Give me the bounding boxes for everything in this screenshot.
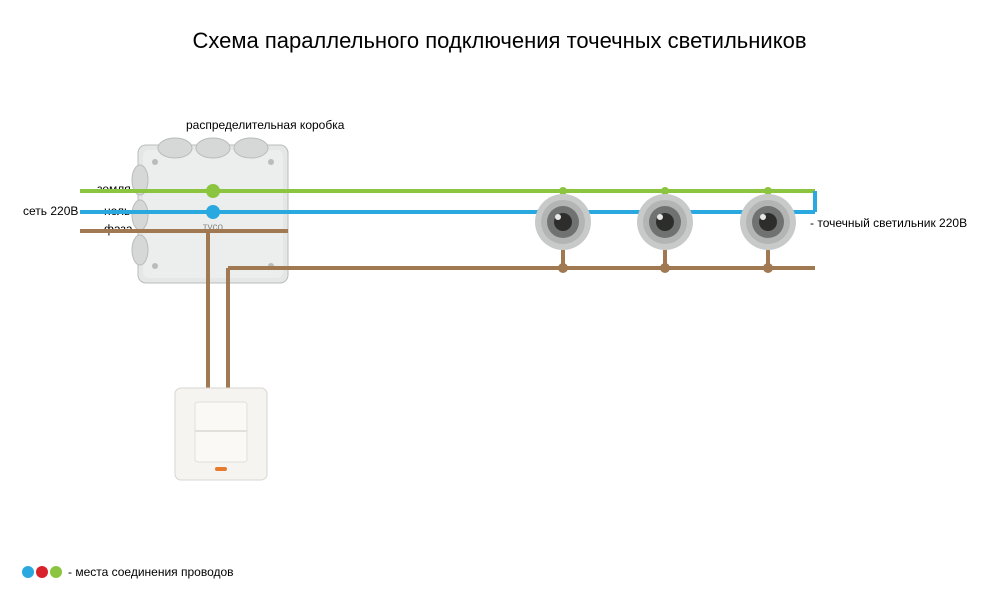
lamp-3 bbox=[740, 194, 796, 250]
lamp-1 bbox=[535, 194, 591, 250]
junction-dot-blue bbox=[206, 205, 220, 219]
legend-text: - места соединения проводов bbox=[68, 565, 234, 579]
legend: - места соединения проводов bbox=[22, 565, 234, 579]
wall-switch bbox=[175, 388, 267, 480]
legend-dot-red bbox=[36, 566, 48, 578]
wiring-diagram: тусо bbox=[0, 0, 999, 600]
legend-dot-blue bbox=[22, 566, 34, 578]
junction-dot-green bbox=[206, 184, 220, 198]
lamp-2 bbox=[637, 194, 693, 250]
legend-dot-green bbox=[50, 566, 62, 578]
